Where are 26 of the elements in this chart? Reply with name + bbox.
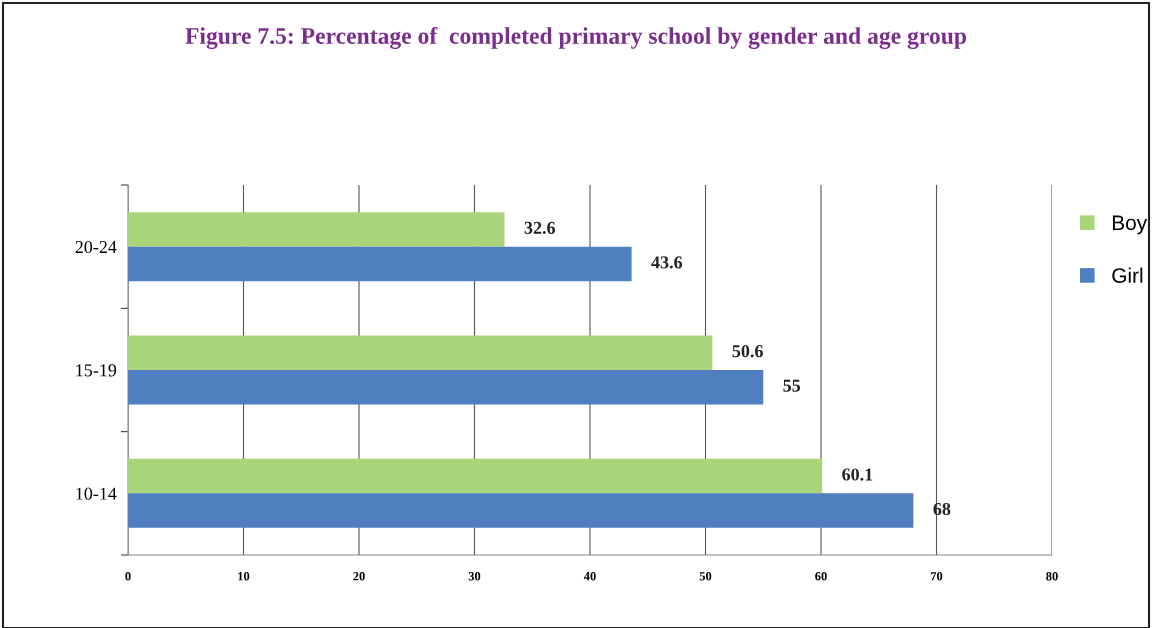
bar [128, 246, 632, 282]
x-tick-label: 50 [699, 572, 712, 581]
x-tick-label: 20 [353, 572, 365, 581]
bar [128, 212, 505, 247]
y-tick-label: 15-19 [76, 364, 117, 377]
bar [128, 335, 713, 370]
x-tick-label: 40 [583, 572, 596, 581]
y-tick-label: 20-24 [75, 240, 117, 254]
x-tick-label: 10 [238, 572, 250, 581]
bar [128, 370, 764, 405]
x-tick-label: 0 [125, 572, 131, 581]
bar [128, 493, 914, 528]
data-label: 32.6 [524, 221, 556, 234]
chart-title: Figure 7.5: Percentage of completed primary school by gender and age group [185, 27, 967, 49]
x-tick-label: 60 [815, 572, 827, 581]
legend-label: Boy [1112, 215, 1148, 235]
x-tick-label: 70 [930, 572, 943, 581]
y-tick-label: 10-14 [76, 487, 117, 500]
x-tick-label: 30 [468, 572, 481, 581]
x-tick-label: 80 [1046, 572, 1058, 581]
data-label: 43.6 [651, 256, 683, 269]
bar [128, 458, 823, 494]
data-label: 50.6 [732, 345, 763, 358]
data-label: 60.1 [842, 468, 873, 481]
data-label: 55 [783, 379, 801, 392]
legend-label: Girl [1112, 267, 1143, 283]
